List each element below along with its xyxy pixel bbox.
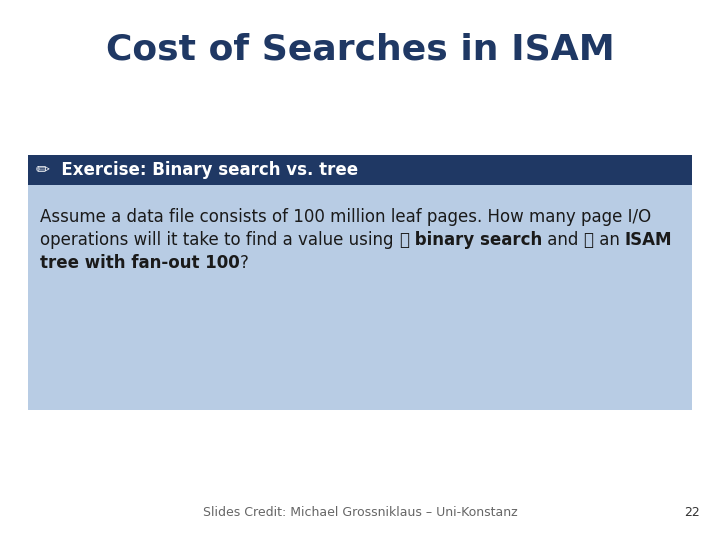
Text: ✏  Exercise: Binary search vs. tree: ✏ Exercise: Binary search vs. tree [36,161,358,179]
Text: an: an [593,231,625,249]
Text: Slides Credit: Michael Grossniklaus – Uni-Konstanz: Slides Credit: Michael Grossniklaus – Un… [203,505,517,518]
Text: tree with fan-out 100: tree with fan-out 100 [40,254,240,272]
Text: binary search: binary search [409,231,542,249]
Text: and: and [542,231,584,249]
Text: Ⓐ: Ⓐ [399,231,409,249]
Text: 22: 22 [684,505,700,518]
Text: ISAM: ISAM [625,231,672,249]
Bar [28,155,692,185]
Text: Ⓑ: Ⓑ [584,231,593,249]
Text: Cost of Searches in ISAM: Cost of Searches in ISAM [106,33,614,67]
Text: ?: ? [240,254,248,272]
Bar [28,185,692,410]
Text: Assume a data file consists of 100 million leaf pages. How many page I/O: Assume a data file consists of 100 milli… [40,208,651,226]
Text: operations will it take to find a value using: operations will it take to find a value … [40,231,399,249]
